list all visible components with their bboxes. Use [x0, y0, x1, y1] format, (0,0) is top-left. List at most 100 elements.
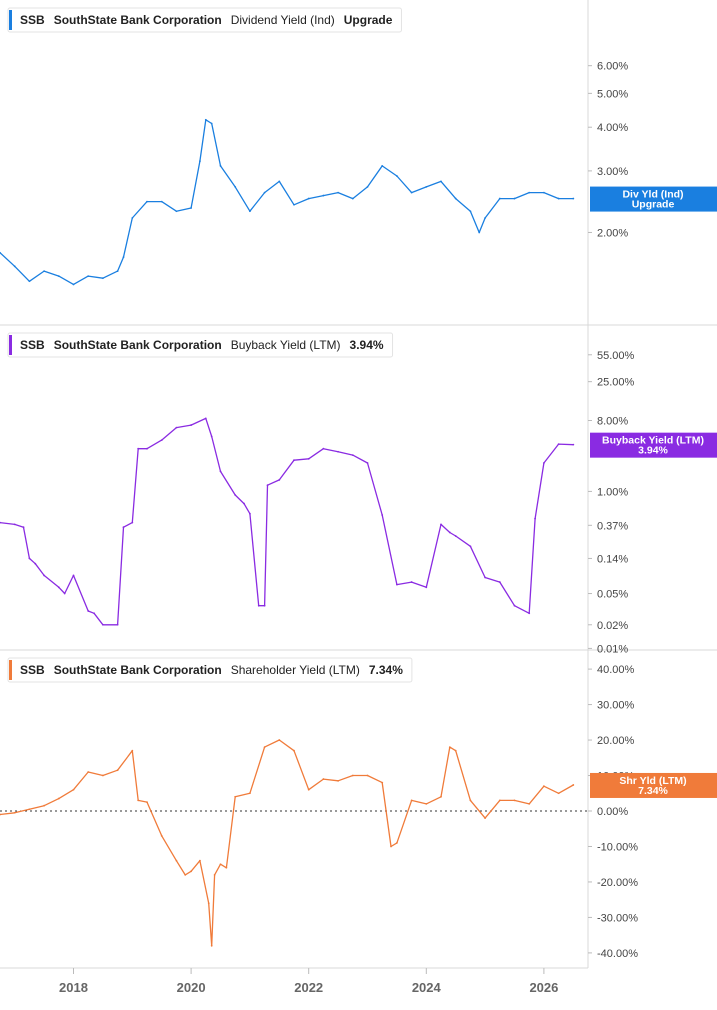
y-tick-label: 3.00%: [597, 166, 628, 178]
x-tick-label: 2024: [412, 980, 442, 995]
data-point: [410, 581, 413, 583]
data-point: [543, 191, 545, 194]
data-point: [116, 623, 119, 626]
legend-box: [7, 332, 394, 358]
data-point: [484, 217, 486, 219]
data-point: [440, 180, 442, 183]
data-point: [425, 185, 428, 188]
y-tick-label: 20.00%: [597, 735, 635, 747]
y-tick-label: 6.00%: [597, 61, 628, 73]
data-point: [210, 122, 213, 125]
data-point: [116, 270, 119, 273]
data-point: [557, 197, 560, 200]
data-point: [557, 792, 560, 795]
data-point: [175, 426, 178, 429]
legend-box: [7, 657, 413, 683]
y-tick-label: 2.00%: [597, 227, 628, 239]
x-tick-label: 2026: [529, 980, 558, 995]
chart-panel-1: 2.00% 3.00% 4.00% 5.00% 6.00% SSB SouthState B…: [0, 7, 717, 286]
data-point: [243, 502, 245, 505]
data-point: [207, 902, 210, 905]
data-point: [122, 256, 125, 259]
data-point: [469, 210, 472, 213]
data-point: [293, 203, 295, 206]
data-point: [28, 808, 31, 811]
data-point: [572, 197, 575, 200]
data-point: [484, 576, 486, 579]
data-point: [513, 604, 516, 607]
data-point: [498, 799, 501, 802]
chart-panel-3: -40.00%-30.00%-20.00%-10.00%0.00%10.00%2…: [0, 657, 717, 960]
data-point: [366, 774, 369, 777]
data-point: [469, 545, 472, 548]
data-point: [410, 191, 413, 194]
data-point: [498, 581, 501, 583]
y-tick-label: 30.00%: [597, 700, 635, 712]
data-point: [263, 604, 266, 607]
data-point: [204, 417, 207, 420]
data-point: [199, 160, 201, 163]
data-point: [190, 870, 193, 873]
data-point: [190, 207, 193, 209]
data-point: [381, 781, 384, 784]
data-point: [528, 803, 531, 805]
data-point: [440, 523, 442, 526]
data-point: [146, 200, 148, 203]
data-point: [131, 749, 134, 752]
legend-color-bar: [9, 10, 12, 30]
data-point: [234, 795, 237, 798]
value-tag-value: 3.94%: [638, 445, 668, 457]
data-point: [249, 210, 251, 213]
data-point: [0, 251, 1, 254]
data-point: [337, 450, 339, 453]
data-point: [34, 562, 37, 565]
legend-company: SouthState Bank Corporation: [54, 13, 222, 27]
data-point: [572, 784, 575, 786]
data-point: [263, 746, 266, 749]
data-point: [93, 612, 95, 615]
data-point: [160, 200, 163, 203]
data-point: [440, 795, 442, 798]
data-point: [116, 769, 119, 772]
data-point: [204, 118, 207, 121]
data-point: [72, 574, 75, 577]
series-line: [0, 119, 574, 286]
legend-color-bar: [9, 660, 12, 680]
data-point: [0, 521, 1, 524]
data-point: [199, 859, 201, 862]
data-point: [263, 191, 266, 194]
data-point: [137, 799, 140, 802]
data-point: [293, 459, 295, 462]
data-point: [278, 739, 281, 741]
data-point: [528, 612, 531, 615]
data-point: [213, 873, 216, 876]
data-point: [425, 803, 428, 805]
data-point: [366, 462, 369, 464]
data-point: [469, 799, 472, 802]
data-point: [396, 583, 398, 586]
data-point: [307, 788, 310, 791]
data-point: [351, 454, 354, 457]
data-point: [257, 604, 260, 607]
data-point: [131, 217, 134, 219]
y-tick-label: 0.14%: [597, 553, 628, 565]
value-tag: [590, 186, 717, 212]
data-point: [448, 746, 451, 749]
data-point: [278, 180, 281, 183]
y-tick-label: 0.02%: [597, 620, 628, 632]
data-point: [22, 526, 25, 529]
data-point: [448, 531, 451, 534]
legend-metric: Shareholder Yield (LTM): [231, 663, 360, 677]
data-point: [102, 623, 104, 626]
data-point: [146, 447, 148, 450]
data-point: [234, 185, 237, 188]
legend-value: Upgrade: [344, 13, 393, 27]
data-point: [498, 197, 501, 200]
data-point: [219, 165, 222, 167]
legend-box: [7, 7, 402, 33]
data-point: [484, 817, 486, 819]
data-point: [381, 165, 384, 167]
y-tick-label: 8.00%: [597, 416, 628, 428]
data-point: [160, 439, 163, 442]
